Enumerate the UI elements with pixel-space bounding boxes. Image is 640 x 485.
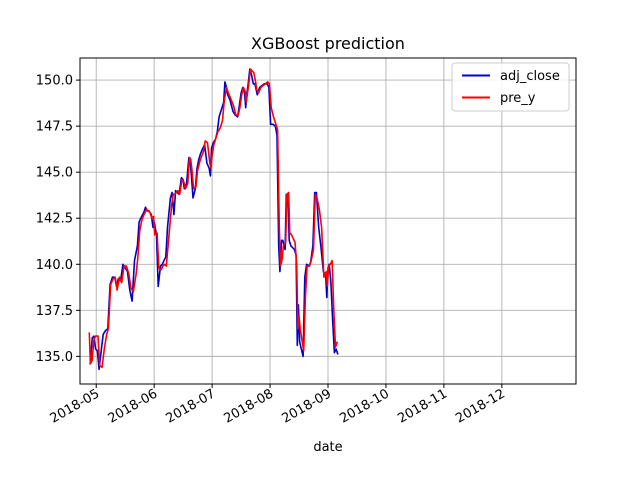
y-tick-label-135-0: 135.0: [36, 350, 73, 365]
legend-label-pre-y: pre_y: [500, 91, 536, 106]
y-tick-label-150-0: 150.0: [36, 74, 73, 89]
y-tick-label-145-0: 145.0: [36, 166, 73, 181]
series-line-pre-y: [88, 68, 339, 369]
y-tick-label-140-0: 140.0: [36, 258, 73, 273]
legend-label-adj-close: adj_close: [500, 69, 560, 84]
y-tick-label-137-5: 137.5: [36, 304, 73, 319]
plot-lines: [88, 68, 339, 371]
x-axis-label: date: [313, 440, 342, 455]
legend: adj_close pre_y: [451, 62, 570, 112]
y-tick-label-142-5: 142.5: [36, 212, 73, 227]
chart-title: XGBoost prediction: [251, 34, 405, 53]
y-tick-label-147-5: 147.5: [36, 120, 73, 135]
